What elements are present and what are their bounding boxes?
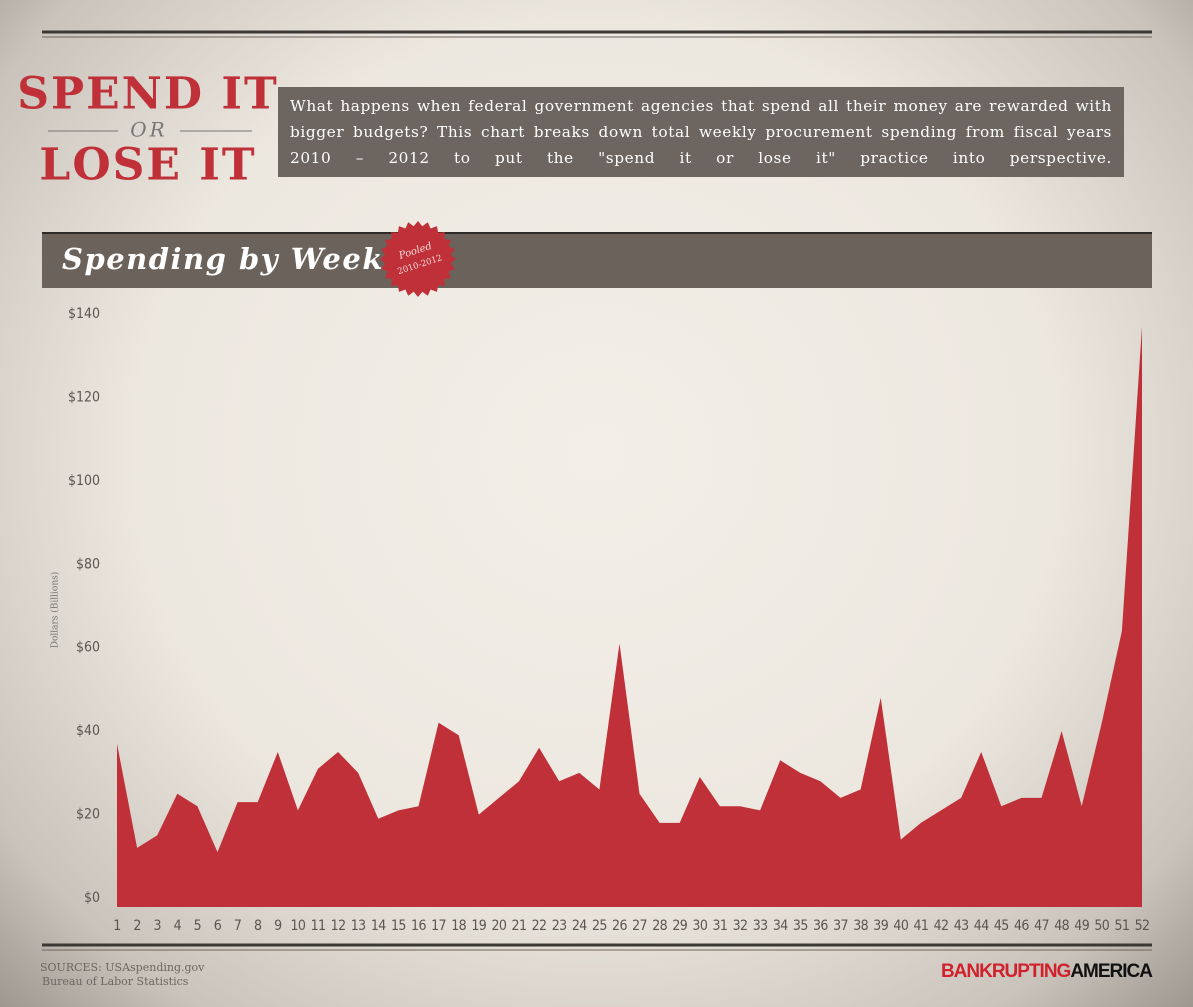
x-tick-label: 14 bbox=[371, 918, 386, 934]
x-tick-label: 31 bbox=[713, 918, 728, 934]
source: SOURCES: USAspending.gov bbox=[40, 961, 205, 974]
x-tick-label: 44 bbox=[974, 918, 989, 934]
x-tick-label: 16 bbox=[411, 918, 426, 934]
x-tick-label: 9 bbox=[274, 918, 282, 934]
x-tick-label: 45 bbox=[994, 918, 1009, 934]
x-tick-label: 50 bbox=[1094, 918, 1109, 934]
y-tick-label: $120 bbox=[68, 389, 100, 405]
x-tick-label: 34 bbox=[773, 918, 788, 934]
x-tick-label: 13 bbox=[351, 918, 366, 934]
x-tick-label: 20 bbox=[491, 918, 506, 934]
x-tick-label: 3 bbox=[153, 918, 160, 934]
x-tick-label: 49 bbox=[1074, 918, 1089, 934]
x-tick-label: 41 bbox=[914, 918, 929, 934]
x-tick-label: 52 bbox=[1135, 918, 1150, 934]
y-tick-label: $40 bbox=[76, 723, 100, 739]
x-tick-label: 17 bbox=[431, 918, 446, 934]
x-tick-label: 22 bbox=[532, 918, 547, 934]
x-tick-label: 6 bbox=[214, 918, 222, 934]
area bbox=[117, 326, 1142, 907]
logo: BANKRUPTINGAMERICA bbox=[941, 961, 1153, 982]
chart-title: Spending by Week bbox=[62, 242, 384, 276]
x-tick-label: 7 bbox=[234, 918, 241, 934]
x-tick-label: 37 bbox=[833, 918, 848, 934]
x-tick-label: 11 bbox=[311, 918, 326, 934]
x-tick-label: 21 bbox=[512, 918, 527, 934]
y-tick-label: $60 bbox=[76, 640, 100, 656]
x-tick-label: 47 bbox=[1034, 918, 1049, 934]
logo-part: BANKRUPTING bbox=[941, 961, 1071, 982]
x-tick-label: 27 bbox=[632, 918, 647, 934]
x-tick-label: 29 bbox=[672, 918, 687, 934]
y-tick-label: $80 bbox=[76, 556, 100, 572]
x-tick-label: 30 bbox=[692, 918, 707, 934]
x-tick-label: 43 bbox=[954, 918, 969, 934]
title-or: OR bbox=[130, 118, 167, 142]
chart-banner bbox=[42, 234, 1152, 288]
x-tick-label: 32 bbox=[733, 918, 748, 934]
x-tick-label: 15 bbox=[391, 918, 406, 934]
badge bbox=[380, 221, 456, 297]
x-tick-label: 18 bbox=[451, 918, 466, 934]
x-tick-label: 46 bbox=[1014, 918, 1029, 934]
x-tick-label: 40 bbox=[893, 918, 908, 934]
x-tick-label: 10 bbox=[290, 918, 305, 934]
x-tick-label: 2 bbox=[133, 918, 140, 934]
source: Bureau of Labor Statistics bbox=[42, 975, 189, 988]
x-tick-label: 39 bbox=[873, 918, 888, 934]
y-tick-label: $0 bbox=[84, 890, 100, 906]
x-tick-label: 23 bbox=[552, 918, 567, 934]
x-tick-label: 4 bbox=[174, 918, 182, 934]
x-tick-label: 28 bbox=[652, 918, 667, 934]
x-tick-label: 12 bbox=[331, 918, 346, 934]
x-tick-label: 33 bbox=[753, 918, 768, 934]
x-tick-label: 5 bbox=[194, 918, 201, 934]
x-tick-label: 35 bbox=[793, 918, 808, 934]
x-tick-label: 38 bbox=[853, 918, 868, 934]
y-tick-label: $140 bbox=[68, 306, 100, 322]
x-tick-label: 25 bbox=[592, 918, 607, 934]
y-tick-label: $100 bbox=[68, 473, 100, 489]
y-axis-label: Dollars (Billions) bbox=[50, 572, 61, 649]
x-tick-label: 8 bbox=[254, 918, 262, 934]
logo-part: AMERICA bbox=[1070, 961, 1153, 982]
title-line2: LOSE IT bbox=[39, 140, 256, 191]
x-tick-label: 36 bbox=[813, 918, 828, 934]
x-tick-label: 51 bbox=[1114, 918, 1129, 934]
y-tick-label: $20 bbox=[76, 807, 100, 823]
title-line1: SPEND IT bbox=[17, 69, 278, 120]
x-tick-label: 19 bbox=[471, 918, 486, 934]
x-tick-label: 24 bbox=[572, 918, 587, 934]
x-tick-label: 26 bbox=[612, 918, 627, 934]
description: What happens when federal government age… bbox=[278, 87, 1124, 177]
x-tick-label: 48 bbox=[1054, 918, 1069, 934]
x-tick-label: 42 bbox=[934, 918, 949, 934]
x-tick-label: 1 bbox=[113, 918, 120, 934]
